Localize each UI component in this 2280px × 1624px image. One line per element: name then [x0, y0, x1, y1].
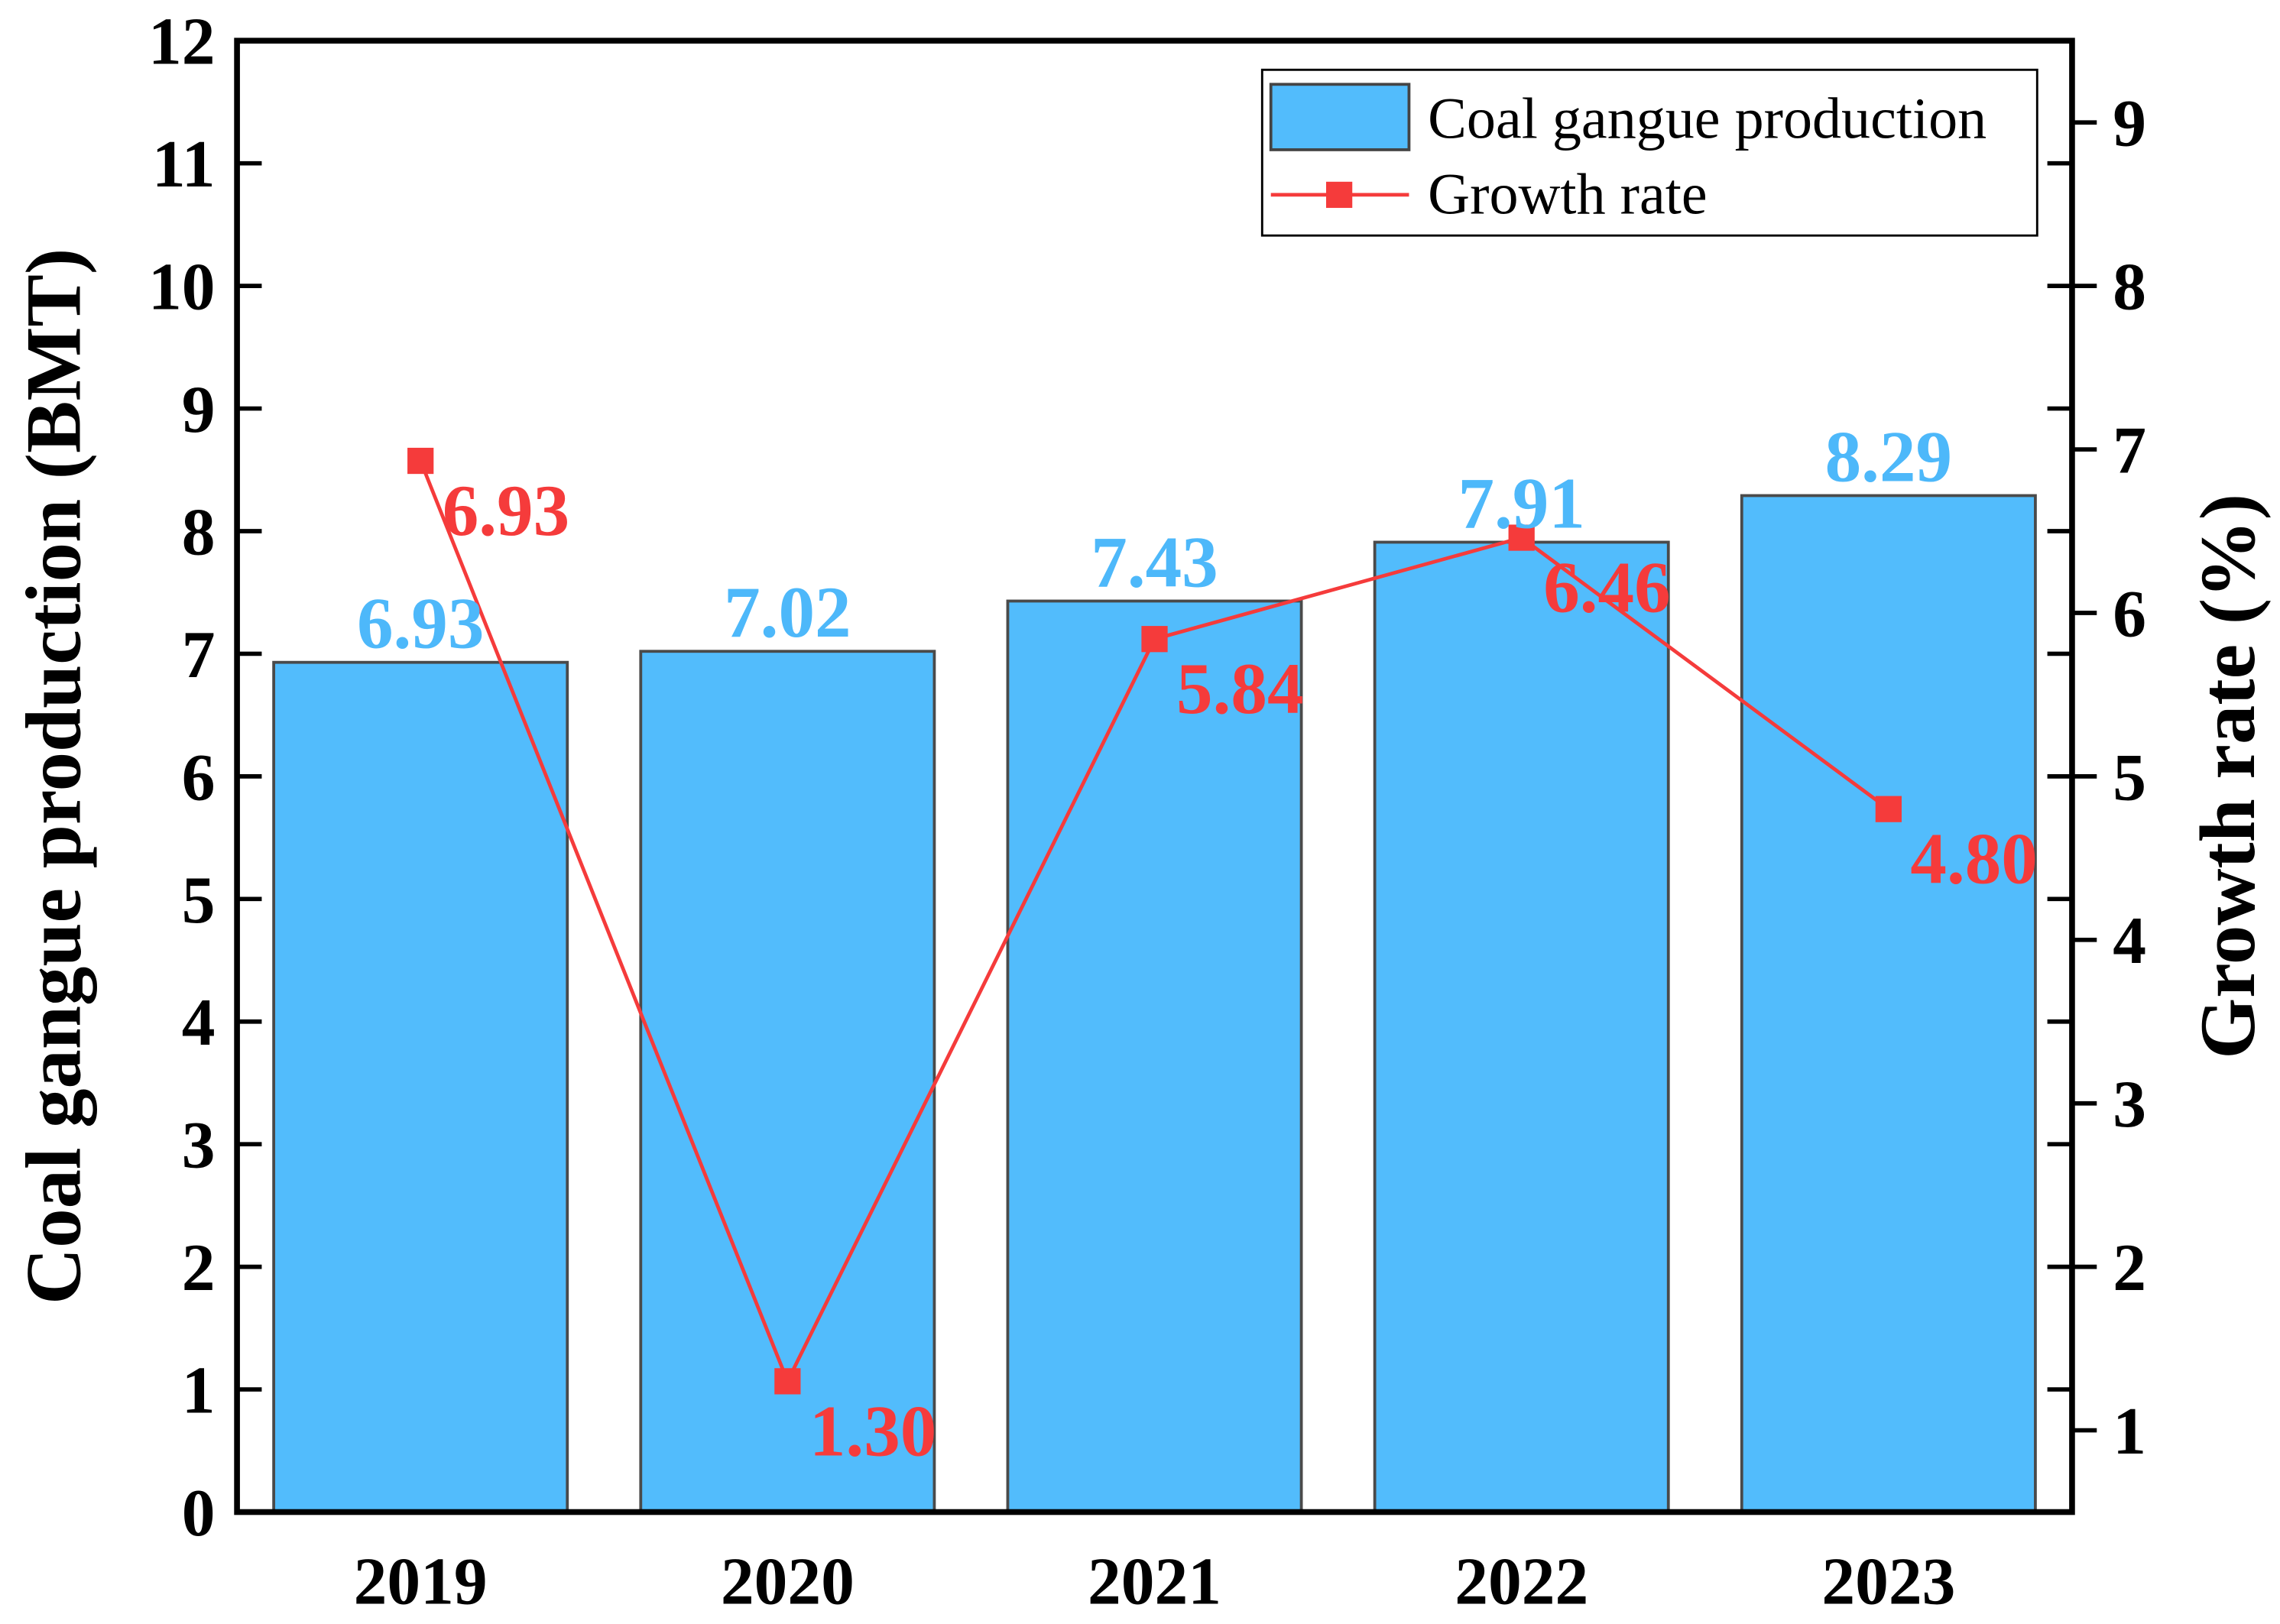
bar-2021	[1006, 599, 1303, 1514]
y2-tick-label: 9	[2113, 86, 2146, 160]
growth-line	[407, 447, 1902, 1395]
y2-tick-label: 2	[2113, 1230, 2146, 1305]
y-tick-label: 0	[182, 1476, 216, 1550]
y-tick-label: 2	[182, 1230, 216, 1305]
bar-label-2019: 6.93	[357, 583, 484, 664]
y-tick-label: 5	[182, 863, 216, 937]
legend-label-growth: Growth rate	[1428, 163, 1707, 227]
growth-label-2021: 5.84	[1176, 648, 1303, 729]
y2-tick-label: 7	[2113, 413, 2146, 487]
growth-marker-2022	[1508, 524, 1535, 551]
data-labels: 6.93 7.02 7.43 7.91 8.29 6.93 1.30 5.84 6.46 4.80	[357, 416, 2038, 1471]
legend-marker-icon	[1326, 181, 1353, 209]
growth-label-2023: 4.80	[1910, 818, 2037, 900]
growth-marker-2023	[1875, 796, 1902, 822]
legend-bar-swatch	[1269, 83, 1411, 151]
x-tick-label: 2019	[354, 1544, 488, 1618]
y-tick-label: 3	[182, 1108, 216, 1182]
x-tick-label: 2020	[721, 1544, 855, 1618]
y-tick-label: 6	[182, 740, 216, 814]
growth-label-2022: 6.46	[1543, 547, 1670, 628]
bar-label-2023: 8.29	[1825, 416, 1952, 497]
y2-axis-title: Growth rate (%)	[2184, 494, 2272, 1059]
bar-2019	[272, 660, 569, 1514]
y2-tick-label: 5	[2113, 740, 2146, 814]
y-tick-label: 4	[182, 985, 216, 1059]
y2-tick-label: 4	[2113, 903, 2146, 977]
y-tick-label: 12	[148, 5, 216, 79]
growth-label-2020: 1.30	[809, 1390, 936, 1471]
y-tick-label: 8	[182, 494, 216, 569]
growth-marker-2019	[407, 447, 434, 475]
y-tick-label: 11	[152, 127, 216, 201]
y2-tick-label: 8	[2113, 250, 2146, 324]
growth-marker-2021	[1141, 626, 1168, 653]
legend: Coal gangue production Growth rate	[1260, 68, 2038, 237]
right-axis: 1 2 3 4 5 6 7 8 9	[2047, 38, 2146, 1515]
y-tick-label: 9	[182, 372, 216, 446]
y-tick-label: 7	[182, 618, 216, 692]
bar-label-2021: 7.43	[1091, 521, 1218, 602]
y2-tick-label: 6	[2113, 576, 2146, 650]
bars	[272, 494, 2037, 1514]
bar-2023	[1740, 494, 2037, 1514]
x-tick-label: 2023	[1821, 1544, 1955, 1618]
bar-label-2020: 7.02	[724, 572, 851, 653]
x-tick-label: 2022	[1455, 1544, 1588, 1618]
x-tick-label: 2021	[1088, 1544, 1221, 1618]
y-tick-label: 10	[148, 250, 216, 324]
growth-label-2019: 6.93	[443, 470, 569, 551]
y2-tick-label: 3	[2113, 1067, 2146, 1141]
y2-tick-label: 1	[2113, 1394, 2146, 1468]
growth-marker-2020	[774, 1368, 801, 1395]
bar-label-2022: 7.91	[1458, 462, 1584, 543]
y-axis-title: Coal gangue production (BMT)	[11, 248, 98, 1305]
x-axis: 2019 2020 2021 2022 2023	[354, 1544, 1956, 1618]
y-tick-label: 1	[182, 1353, 216, 1428]
legend-label-production: Coal gangue production	[1428, 87, 1986, 151]
bar-2022	[1373, 540, 1670, 1514]
